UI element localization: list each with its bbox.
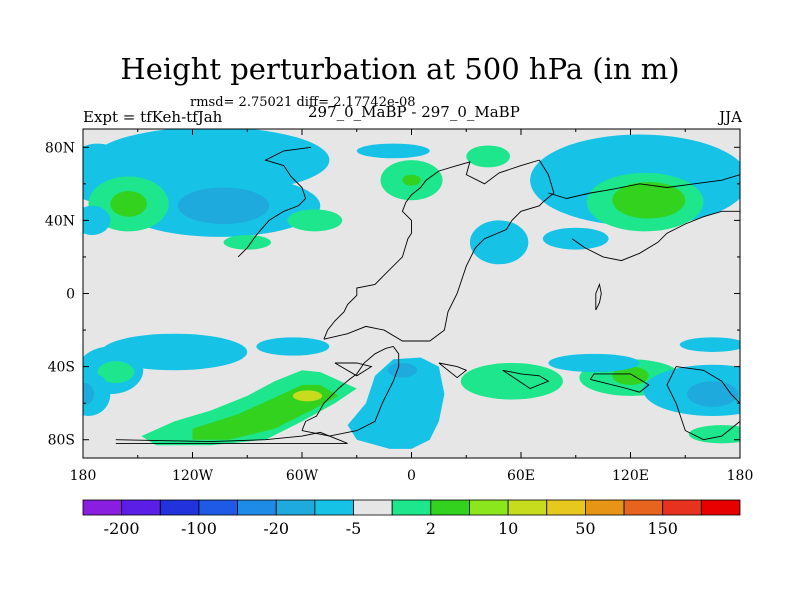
coastline-6 bbox=[590, 373, 650, 393]
coastline-9 bbox=[571, 210, 740, 262]
axes: 180 120W 60W 0 60E 120E 180 80N 40N 0 40S 80S bbox=[45, 129, 753, 484]
contour-region-37 bbox=[688, 425, 740, 444]
contour-region-22 bbox=[83, 372, 111, 416]
colorbar-label: 50 bbox=[575, 519, 595, 538]
colorbar-swatch bbox=[430, 499, 470, 516]
y-tick-label: 40N bbox=[45, 213, 75, 229]
colorbar-swatch bbox=[623, 499, 664, 516]
colorbar-swatch bbox=[469, 499, 509, 516]
contour-region-7 bbox=[83, 205, 111, 236]
colorbar-swatch bbox=[353, 499, 393, 516]
contour-region-28 bbox=[347, 357, 445, 449]
left-label: Expt = tfKeh-tfJah bbox=[83, 108, 223, 126]
colorbar-label: 2 bbox=[426, 519, 436, 538]
contour-region-30 bbox=[460, 362, 563, 400]
colorbar-swatch bbox=[198, 499, 238, 516]
coastline-5 bbox=[502, 369, 550, 390]
contour-region-4 bbox=[177, 187, 270, 225]
colorbar-label: -5 bbox=[346, 519, 362, 538]
coastline-11 bbox=[548, 174, 740, 199]
coastline-3 bbox=[334, 362, 373, 377]
contour-region-23 bbox=[83, 383, 94, 405]
coastline-4 bbox=[438, 362, 468, 379]
y-tick-label: 80N bbox=[45, 140, 75, 156]
contour-region-33 bbox=[548, 353, 640, 373]
contour-region-10 bbox=[356, 143, 430, 159]
x-tick-label: 180 bbox=[70, 468, 97, 484]
contour-region-24 bbox=[256, 337, 330, 356]
colorbar-label: -200 bbox=[104, 519, 140, 538]
season-label: JJA bbox=[719, 108, 742, 126]
coastline-2 bbox=[323, 159, 555, 342]
coastline-10 bbox=[237, 146, 312, 258]
plot-area bbox=[82, 128, 741, 459]
colorbar-swatch bbox=[507, 499, 548, 516]
colorbar-swatch bbox=[391, 499, 432, 516]
colorbar-swatch bbox=[585, 499, 625, 516]
colorbar-swatch bbox=[662, 499, 702, 516]
colorbar-swatch bbox=[314, 499, 354, 516]
contour-region-18 bbox=[466, 145, 511, 168]
contour-region-29 bbox=[387, 362, 417, 378]
contour-regions bbox=[83, 129, 740, 449]
coastlines bbox=[115, 146, 740, 444]
contour-region-32 bbox=[612, 366, 649, 385]
colorbar-swatch bbox=[121, 499, 161, 516]
y-tick-label: 40S bbox=[48, 360, 75, 376]
x-tick-label: 120W bbox=[172, 468, 214, 484]
x-tick-label: 0 bbox=[407, 468, 416, 484]
colorbar-label: 10 bbox=[498, 519, 518, 538]
y-tick-label: 0 bbox=[66, 287, 75, 303]
colorbar-swatch bbox=[275, 499, 316, 516]
contour-region-15 bbox=[612, 182, 686, 219]
x-tick-label: 60E bbox=[507, 468, 535, 484]
colorbar-swatch bbox=[82, 499, 123, 516]
colorbar-swatch bbox=[700, 499, 741, 516]
center-label: 297_0_MaBP - 297_0_MaBP bbox=[308, 103, 520, 121]
colorbar-label: -20 bbox=[263, 519, 289, 538]
contour-region-6 bbox=[110, 191, 147, 217]
contour-region-16 bbox=[542, 227, 609, 250]
colorbar-swatch bbox=[237, 499, 277, 516]
chart-subtitle: rmsd= 2.75021 diff= 2.17742e-08 bbox=[190, 95, 416, 110]
contour-region-1 bbox=[92, 129, 330, 193]
contour-region-21 bbox=[97, 361, 135, 384]
colorbar-swatch bbox=[546, 499, 586, 516]
colorbar: -200 -100 -20 -5 2 10 50 150 bbox=[82, 499, 741, 538]
colorbar-swatch bbox=[159, 499, 200, 516]
contour-region-12 bbox=[402, 174, 421, 186]
contour-region-17 bbox=[469, 220, 529, 265]
contour-region-36 bbox=[679, 337, 740, 352]
coastline-8 bbox=[595, 282, 602, 311]
contour-region-8 bbox=[287, 209, 343, 232]
colorbar-label: 150 bbox=[647, 519, 678, 538]
contour-region-35 bbox=[687, 381, 739, 407]
x-tick-label: 120E bbox=[612, 468, 649, 484]
coastline-7 bbox=[666, 366, 740, 441]
contour-region-27 bbox=[292, 390, 323, 402]
contour-region-9 bbox=[223, 235, 271, 250]
y-tick-label: 80S bbox=[48, 433, 75, 449]
chart-title: Height perturbation at 500 hPa (in m) bbox=[120, 52, 680, 86]
x-tick-label: 60W bbox=[286, 468, 319, 484]
x-tick-label: 180 bbox=[727, 468, 754, 484]
coastline-1 bbox=[301, 345, 400, 437]
colorbar-label: -100 bbox=[181, 519, 217, 538]
